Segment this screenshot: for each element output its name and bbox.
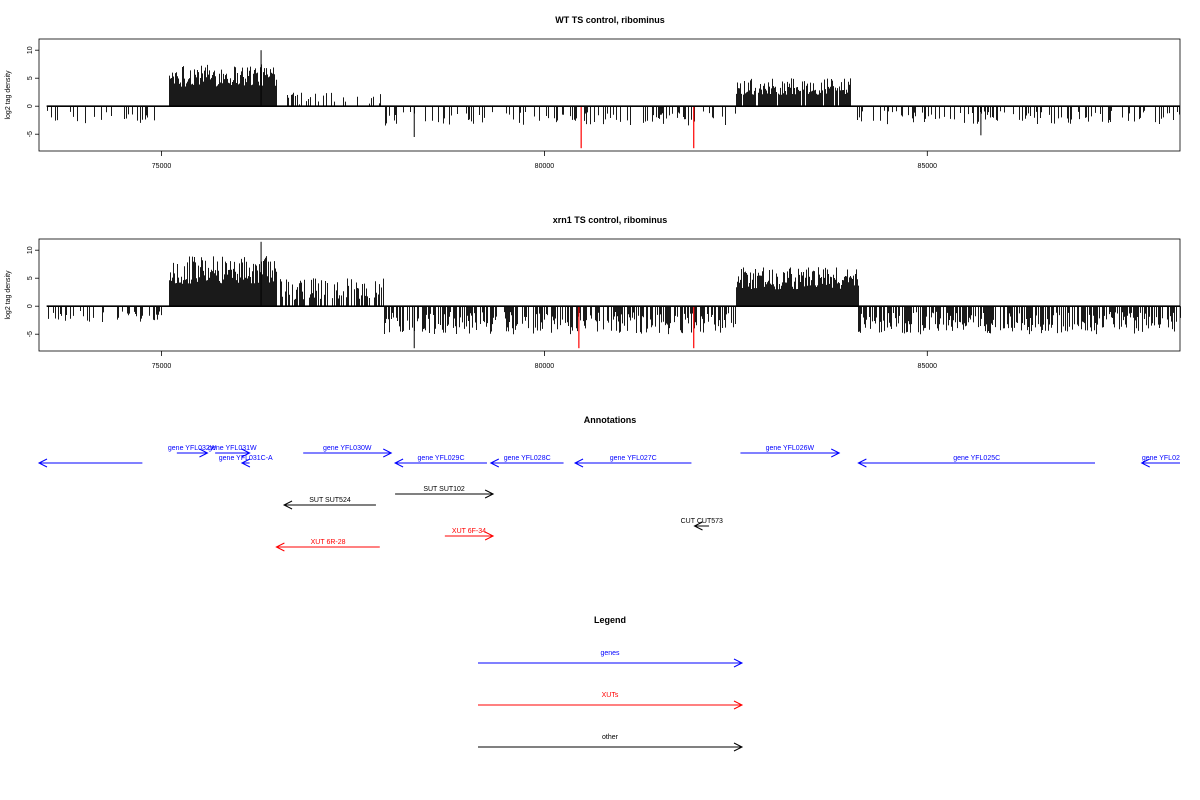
legend-title: Legend (594, 615, 626, 625)
panel-2-ylabel: log2 tag density (5, 270, 12, 320)
legend-arrowhead (733, 658, 744, 668)
y-tick-label: 5 (27, 76, 34, 80)
feature-label: gene YFL026W (766, 445, 815, 452)
panel-1-frame (38, 38, 1181, 152)
feature-arrowhead (37, 458, 48, 468)
panel-2-title: xrn1 TS control, ribominus (553, 215, 668, 225)
feature-label: gene YFL030W (323, 445, 372, 452)
feature-arrowhead (693, 521, 703, 531)
feature-label: XUT 6R-28 (311, 539, 346, 546)
panel-1-x-axis: 75000 80000 85000 (152, 151, 937, 170)
feature-arrowhead (484, 531, 495, 541)
x-tick-label: 80000 (535, 163, 555, 170)
feature-arrowhead (484, 489, 495, 499)
x-tick-label: 85000 (918, 163, 938, 170)
y-tick-label: 0 (27, 304, 34, 308)
legend-arrowhead (733, 700, 744, 710)
feature-label: XUT 6F-34 (452, 528, 486, 535)
panel-1-title: WT TS control, ribominus (555, 15, 665, 25)
y-tick-label: 0 (27, 104, 34, 108)
legend-label: genes (600, 650, 620, 657)
y-tick-label: 10 (27, 46, 34, 54)
annotations-title: Annotations (584, 415, 637, 425)
legend-label: other (602, 734, 619, 741)
feature-label: gene YFL02 (1142, 455, 1180, 462)
feature-arrowhead (241, 448, 251, 458)
feature-label: CUT CUT573 (681, 518, 723, 525)
feature-arrowhead (489, 458, 500, 468)
feature-label: gene YFL025C (953, 455, 1000, 462)
panel-1-y-axis: 10 5 0 -5 (27, 46, 39, 137)
panel-2-bars (46, 241, 1181, 349)
y-tick-label: -5 (27, 331, 34, 337)
panel-2-frame (38, 238, 1181, 352)
x-tick-label: 75000 (152, 163, 172, 170)
legend-arrowhead (733, 742, 744, 752)
feature-label: gene YFL032W (168, 445, 217, 452)
feature-arrowhead (857, 458, 867, 468)
legend: genes XUTs other (478, 650, 744, 752)
feature-arrowhead (275, 542, 285, 552)
feature-label: SUT SUT524 (309, 497, 351, 504)
feature-arrowhead (1140, 458, 1150, 468)
feature-arrowhead (831, 448, 841, 458)
panel-1-ylabel: log2 tag density (5, 70, 12, 120)
x-tick-label: 85000 (918, 363, 938, 370)
feature-arrowhead (199, 448, 209, 458)
feature-label: gene YFL027C (610, 455, 657, 462)
feature-arrowhead (393, 458, 404, 468)
legend-label: XUTs (602, 692, 619, 699)
panel-1-bars (46, 50, 1180, 149)
feature-arrowhead (383, 448, 393, 458)
y-tick-label: 10 (27, 246, 34, 254)
feature-label: gene YFL031W (208, 445, 257, 452)
feature-arrowhead (240, 458, 251, 468)
y-tick-label: 5 (27, 276, 34, 280)
panel-2-x-axis: 75000 80000 85000 (152, 351, 937, 370)
y-tick-label: -5 (27, 131, 34, 137)
feature-arrowhead (282, 500, 293, 510)
feature-label: gene YFL031C-A (219, 455, 273, 462)
panel-2-y-axis: 10 5 0 -5 (27, 246, 39, 337)
feature-label: gene YFL028C (504, 455, 551, 462)
feature-label: SUT SUT102 (423, 486, 465, 493)
feature-label: gene YFL029C (418, 455, 465, 462)
feature-arrowhead (573, 458, 584, 468)
x-tick-label: 75000 (152, 363, 172, 370)
x-tick-label: 80000 (535, 363, 555, 370)
